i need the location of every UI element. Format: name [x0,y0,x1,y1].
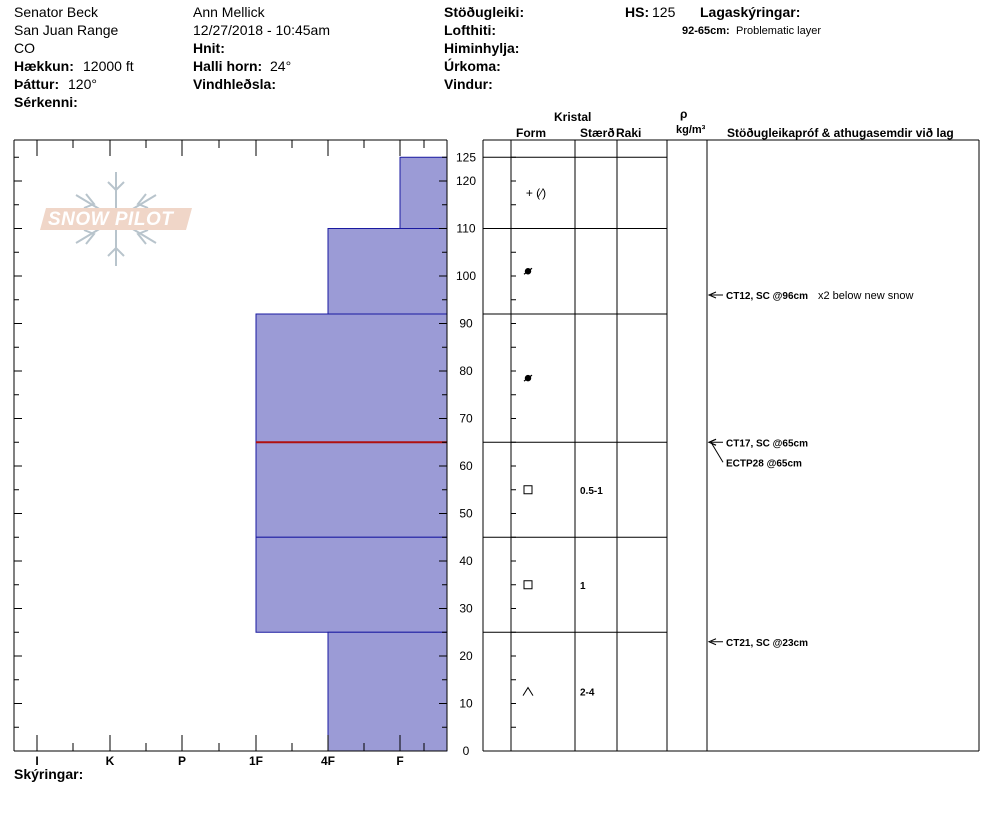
density-unit-header: kg/m³ [676,124,706,136]
hardness-bar-5 [327,631,448,752]
range-name: San Juan Range [14,22,119,38]
elevation-label: Hækkun: [14,58,74,74]
crystal-form-4 [523,580,533,590]
test-arrow-head-3 [707,638,717,646]
test-arrow-head-0 [707,291,717,299]
depth-label: 60 [459,459,473,473]
depth-label: 20 [459,649,473,663]
slope-value: 24° [270,58,292,74]
location-name: Senator Beck [14,4,99,20]
hardness-bar-4 [255,536,448,633]
crystal-header: Kristal [554,110,592,124]
hardness-bar-1 [327,228,448,315]
test-label-2: ECTP28 @65cm [726,458,802,469]
test-label-1: CT17, SC @65cm [726,438,808,449]
logo-text: SNOW PILOT [48,209,174,230]
test-comment-0: x2 below new snow [818,290,913,302]
test-arrow-line-2 [710,441,724,463]
elevation-value: 12000 ft [83,58,134,74]
layer-note-depth: 92-65cm: [682,25,730,37]
state-name: CO [14,40,35,56]
depth-label: 50 [459,507,473,521]
crystal-form-stroke-2 [523,374,533,382]
snowpilot-logo: SNOW PILOT [38,170,198,270]
depth-label: 125 [456,150,476,164]
hardness-bar-2 [255,313,448,443]
depth-label: 110 [456,222,475,236]
crystal-form-3 [523,485,533,495]
form-header: Form [516,126,546,140]
grain-size-5: 2-4 [580,688,595,699]
observer-name: Ann Mellick [193,4,265,20]
rho-header: ρ [680,107,688,121]
aspect-label: Þáttur: [14,76,60,92]
layer-notes-label: Lagaskýringar: [700,4,801,20]
size-header: Stærð [580,126,615,140]
hardness-bar-0 [399,156,448,229]
precip-label: Úrkoma: [444,58,501,74]
hardness-label: 1F [249,754,263,768]
grain-size-3: 0.5-1 [580,486,603,497]
moisture-header: Raki [616,126,642,140]
air-temp-label: Lofthiti: [444,22,497,38]
sky-label: Himinhylja: [444,40,520,56]
crystal-form-5 [522,686,534,696]
crystal-form-stroke-1 [523,267,533,275]
hardness-label: 4F [321,754,335,768]
depth-label: 80 [459,364,473,378]
observation-datetime: 12/27/2018 - 10:45am [193,22,330,38]
test-label-0: CT12, SC @96cm [726,291,808,302]
hs-label: HS: [625,4,650,20]
depth-label: 0 [463,744,470,758]
wind-loading-label: Vindhleðsla: [193,76,276,92]
stability-label: Stöðugleiki: [444,4,525,20]
features-label: Sérkenni: [14,94,78,110]
test-arrow-head-2 [707,438,717,446]
coords-label: Hnit: [193,40,225,56]
depth-label: 40 [459,554,473,568]
test-label-3: CT21, SC @23cm [726,638,808,649]
notes-label: Skýringar: [14,766,84,782]
hs-value: 125 [652,4,676,20]
hardness-label: K [106,754,115,768]
hardness-label: P [178,754,186,768]
depth-label: 120 [456,174,476,188]
grain-size-4: 1 [580,581,586,592]
hardness-label: F [396,754,403,768]
slope-label: Halli horn: [193,58,263,74]
snowflake-icon [40,172,192,266]
layer-note-text: Problematic layer [736,25,821,37]
crystal-form-0: + (⁄) [526,186,546,200]
hardness-label: I [35,754,38,768]
depth-label: 30 [459,602,473,616]
depth-label: 100 [456,269,476,283]
wind-label: Vindur: [444,76,493,92]
depth-label: 90 [459,317,473,331]
tests-header: Stöðugleikapróf & athugasemdir við lag [727,126,954,140]
hardness-bar-3 [255,441,448,538]
depth-label: 70 [459,412,473,426]
depth-label: 10 [459,697,473,711]
aspect-value: 120° [68,76,97,92]
